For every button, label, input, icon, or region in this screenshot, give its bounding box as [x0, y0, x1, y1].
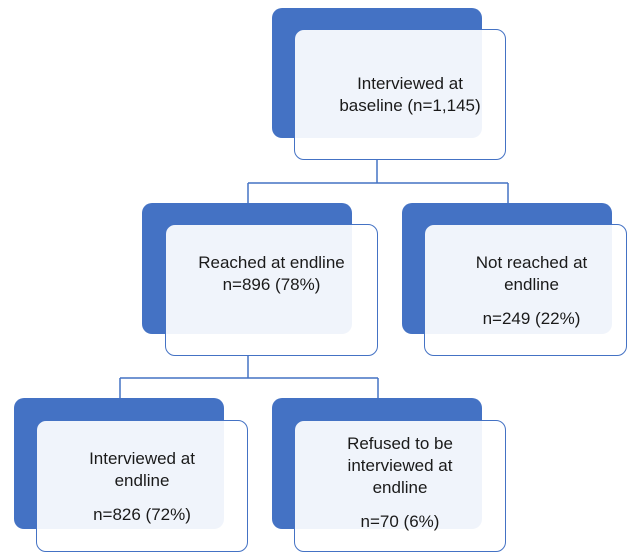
node-not-reached-line2: endline: [504, 275, 559, 294]
node-reached-line1: Reached at endline: [198, 253, 345, 272]
node-baseline-line1: Interviewed at: [357, 73, 463, 93]
node-reached-box: Reached at endline n=896 (78%): [165, 224, 378, 356]
node-interviewed-endline-line2: endline: [114, 471, 170, 490]
node-reached-line2: n=896 (78%): [222, 275, 321, 294]
node-interviewed-endline-box: Interviewed at endline n=826 (72%): [36, 420, 248, 552]
node-refused-line2: interviewed at: [347, 456, 453, 475]
node-refused-box: Refused to be interviewed at endline n=7…: [294, 420, 506, 552]
node-interviewed-endline-line1: Interviewed at: [89, 449, 195, 468]
node-not-reached-line1: Not reached at: [475, 253, 588, 272]
node-interviewed-endline-line3: n=826 (72%): [93, 505, 191, 524]
node-not-reached-box: Not reached at endline n=249 (22%): [424, 224, 627, 356]
node-refused-line1: Refused to be: [347, 434, 453, 453]
node-refused-line4: n=70 (6%): [360, 512, 440, 531]
node-baseline-box: Interviewed at baseline (n=1,145): [294, 29, 506, 160]
node-refused-line3: endline: [372, 478, 428, 497]
node-baseline-line2: baseline (n=1,145): [339, 95, 481, 115]
node-not-reached-line3: n=249 (22%): [482, 309, 581, 328]
